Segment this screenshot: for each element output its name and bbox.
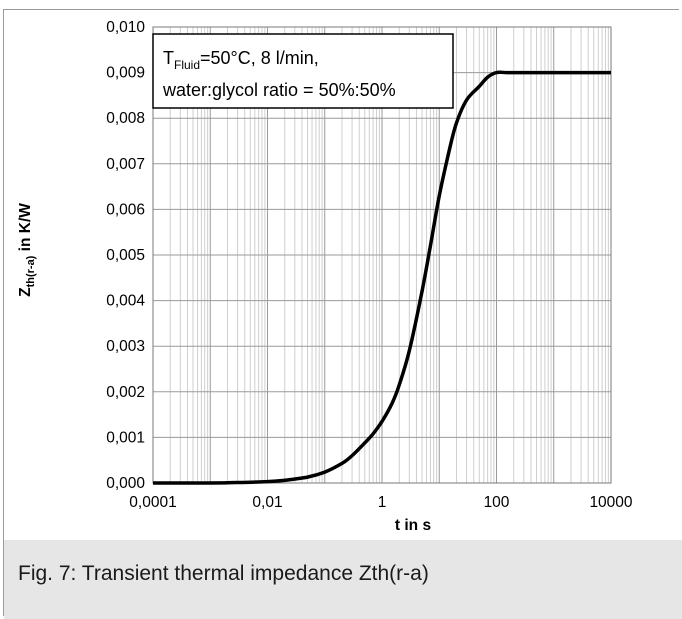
y-tick-label: 0,003 (106, 338, 145, 355)
y-tick-label: 0,004 (106, 293, 145, 310)
annotation-line-1: TFluid=50°C, 8 l/min, (163, 48, 319, 72)
y-tick-label: 0,005 (106, 247, 145, 264)
y-tick-label: 0,001 (106, 429, 145, 446)
series-line (152, 70, 611, 485)
y-tick-labels: 0,000 0,001 0,002 0,003 0,004 0,005 0,006 0,007… (106, 19, 145, 492)
x-tick-label: 0,0001 (129, 494, 176, 511)
x-tick-label: 10000 (589, 494, 632, 511)
annotation-line-2: water:glycol ratio = 50%:50% (162, 80, 396, 100)
y-tick-label: 0,008 (106, 110, 145, 127)
figure-caption: Fig. 7: Transient thermal impedance Zth(… (18, 562, 429, 585)
y-tick-label: 0,006 (106, 201, 145, 218)
y-tick-label: 0,009 (106, 65, 145, 82)
figure-frame (3, 9, 679, 616)
plot-area (152, 26, 612, 484)
caption-box: Fig. 7: Transient thermal impedance Zth(… (4, 540, 682, 619)
x-tick-label: 1 (378, 494, 387, 511)
chart: 0,000 0,001 0,002 0,003 0,004 0,005 0,006 0,007… (17, 19, 633, 534)
x-tick-label: 100 (484, 494, 510, 511)
y-tick-label: 0,002 (106, 384, 145, 401)
y-tick-label: 0,000 (106, 475, 145, 492)
y-tick-label: 0,007 (106, 156, 145, 173)
x-tick-label: 0,01 (252, 494, 282, 511)
annotation-box: TFluid=50°C, 8 l/min, water:glycol ratio… (152, 33, 454, 109)
y-tick-label: 0,010 (106, 19, 145, 36)
x-tick-labels: 0,0001 0,01 1 100 10000 (129, 494, 633, 511)
x-axis-label: t in s (395, 517, 431, 534)
y-axis-label: Zth(r-a) in K/W (17, 203, 37, 297)
